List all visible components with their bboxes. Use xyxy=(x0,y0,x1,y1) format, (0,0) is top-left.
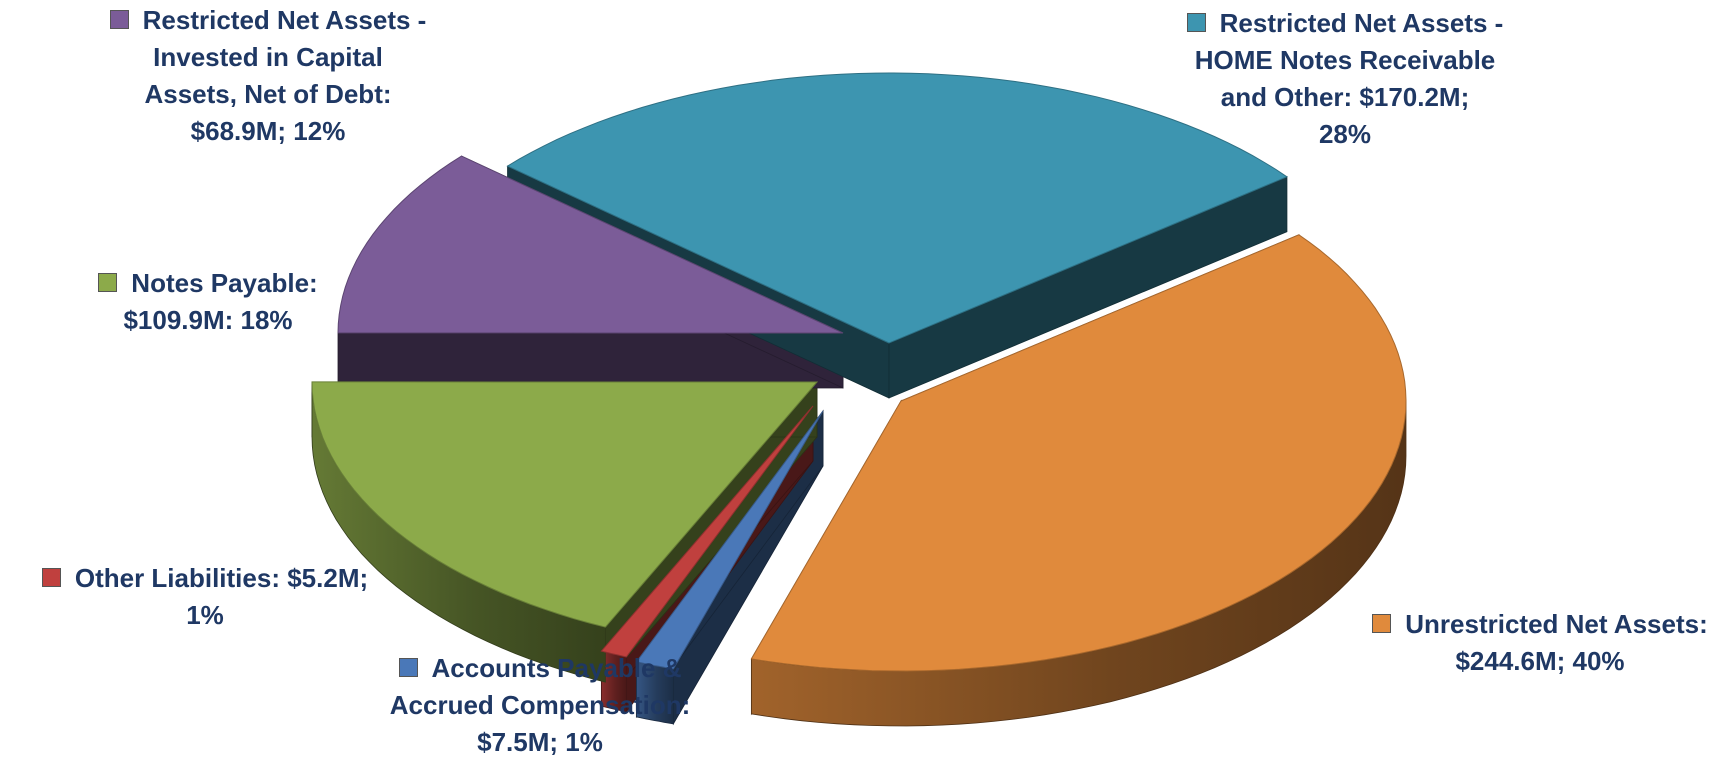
pie-tops xyxy=(311,72,1407,672)
label-restricted-home-line-3: and Other: $170.2M; xyxy=(1220,82,1470,112)
label-restricted-home-line-4: 28% xyxy=(1318,119,1372,149)
label-notes-payable: Notes Payable: $109.9M: 18% xyxy=(68,265,348,339)
slice-unrestricted xyxy=(750,234,1407,672)
label-restricted-capital-line-2: Invested in Capital xyxy=(153,42,383,72)
label-other-liabilities: Other Liabilities: $5.2M; 1% xyxy=(5,560,405,634)
label-accounts-payable-line-1: Accounts Payable & xyxy=(431,653,682,683)
legend-swatch-unrestricted xyxy=(1372,613,1392,633)
label-restricted-capital-line-3: Assets, Net of Debt: xyxy=(144,79,392,109)
slice-restricted-capital xyxy=(337,155,844,334)
legend-swatch-restricted-home xyxy=(1186,12,1206,32)
label-restricted-capital-line-1: Restricted Net Assets - xyxy=(142,5,427,35)
legend-swatch-restricted-capital xyxy=(109,9,129,29)
label-restricted-capital-line-4: $68.9M; 12% xyxy=(190,116,346,146)
legend-swatch-other-liabilities xyxy=(41,567,61,587)
label-notes-payable-line-1: Notes Payable: xyxy=(131,268,318,298)
label-unrestricted-line-2: $244.6M; 40% xyxy=(1455,646,1625,676)
pie-outer-walls xyxy=(311,381,1407,727)
label-notes-payable-line-2: $109.9M: 18% xyxy=(123,305,293,335)
label-other-liabilities-line-2: 1% xyxy=(186,600,224,630)
slice-other-liabilities xyxy=(600,405,814,658)
slice-accounts-payable xyxy=(635,410,824,670)
label-accounts-payable-line-3: $7.5M; 1% xyxy=(477,727,603,757)
label-accounts-payable: Accounts Payable & Accrued Compensation:… xyxy=(345,650,735,761)
label-restricted-home-line-2: HOME Notes Receivable xyxy=(1194,45,1496,75)
slice-restricted-home xyxy=(506,72,1288,344)
label-restricted-home: Restricted Net Assets - HOME Notes Recei… xyxy=(1135,5,1555,153)
label-unrestricted-line-1: Unrestricted Net Assets: xyxy=(1405,609,1708,639)
slice-notes-payable xyxy=(311,381,819,628)
legend-swatch-notes-payable xyxy=(98,272,118,292)
label-unrestricted: Unrestricted Net Assets: $244.6M; 40% xyxy=(1350,606,1728,680)
legend-swatch-accounts-payable xyxy=(398,657,418,677)
label-restricted-capital: Restricted Net Assets - Invested in Capi… xyxy=(88,2,448,150)
label-other-liabilities-line-1: Other Liabilities: $5.2M; xyxy=(74,563,369,593)
label-restricted-home-line-1: Restricted Net Assets - xyxy=(1219,8,1504,38)
label-accounts-payable-line-2: Accrued Compensation: xyxy=(389,690,691,720)
